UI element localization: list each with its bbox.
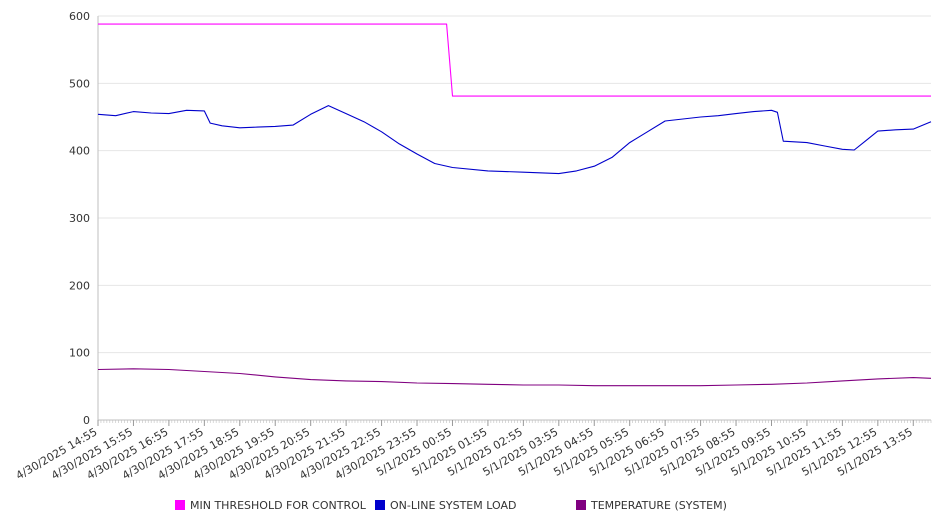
y-tick-label: 400 <box>69 145 90 158</box>
series-line-3 <box>97 368 932 387</box>
y-tick-label: 600 <box>69 10 90 23</box>
legend-item: ON-LINE SYSTEM LOAD <box>375 496 516 514</box>
legend-swatch <box>175 500 185 510</box>
legend-label: MIN THRESHOLD FOR CONTROL <box>190 498 366 512</box>
legend-label: TEMPERATURE (SYSTEM) <box>591 498 727 512</box>
series-line-2 <box>97 105 932 175</box>
legend-label: ON-LINE SYSTEM LOAD <box>390 498 517 512</box>
legend-item: MIN THRESHOLD FOR CONTROL <box>175 496 366 514</box>
legend-swatch <box>576 500 586 510</box>
legend-item: TEMPERATURE (SYSTEM) <box>576 496 727 514</box>
y-tick-label: 500 <box>69 77 90 90</box>
y-tick-label: 300 <box>69 212 90 225</box>
chart-legend: MIN THRESHOLD FOR CONTROL ON-LINE SYSTEM … <box>0 496 946 516</box>
y-tick-label: 200 <box>69 279 90 292</box>
y-tick-label: 100 <box>69 347 90 360</box>
series-line-1 <box>98 23 931 97</box>
legend-swatch <box>375 500 385 510</box>
y-tick-label: 0 <box>83 414 90 427</box>
